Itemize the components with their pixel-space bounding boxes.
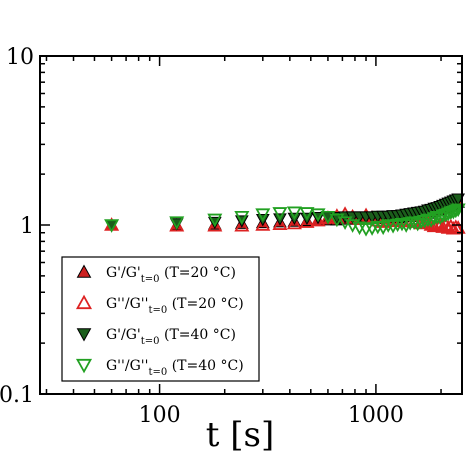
legend: G'/G't=0 (T=20 °C) G''/G''t=0 (T=20 °C) G'… [61, 256, 260, 382]
x-axis-label: t [s] [206, 415, 274, 455]
legend-marker [75, 294, 93, 310]
y-tick-label: 10 [6, 45, 34, 70]
data-marks [104, 193, 466, 237]
x-tick-label: 1000 [348, 403, 404, 428]
data-point [310, 208, 326, 222]
data-point [207, 213, 223, 228]
legend-label: G''/G''t=0 (T=20 °C) [106, 296, 244, 316]
legend-box [61, 256, 260, 382]
data-point [207, 217, 223, 232]
y-tick-label: 1 [20, 214, 34, 239]
data-point [234, 217, 250, 232]
x-tick-label: 100 [139, 403, 181, 428]
data-point [394, 217, 410, 232]
data-point [448, 204, 464, 219]
legend-marker [76, 328, 92, 342]
data-point [272, 216, 288, 230]
ticks: 100 1000 0.1 1 10 [0, 45, 462, 428]
data-point [104, 219, 120, 233]
data-point [299, 207, 315, 221]
data-point [286, 206, 302, 221]
data-point [310, 212, 326, 227]
legend-label: G''/G''t=0 (T=40 °C) [106, 358, 244, 378]
y-tick-label: 0.1 [0, 383, 34, 408]
data-point [255, 217, 271, 231]
data-point [255, 208, 271, 222]
data-point [410, 217, 426, 232]
data-point [423, 214, 439, 228]
data-point [406, 216, 422, 230]
data-point [169, 216, 185, 230]
legend-label: G'/G't=0 (T=40 °C) [106, 327, 236, 347]
data-point [320, 210, 336, 225]
legend-marker [76, 264, 92, 278]
legend-marker [75, 358, 93, 374]
data-point [286, 215, 302, 230]
data-point [299, 214, 315, 228]
data-point [234, 210, 250, 225]
legend-label: G'/G't=0 (T=20 °C) [106, 265, 236, 285]
series-4 [104, 203, 466, 237]
data-point [272, 207, 288, 221]
